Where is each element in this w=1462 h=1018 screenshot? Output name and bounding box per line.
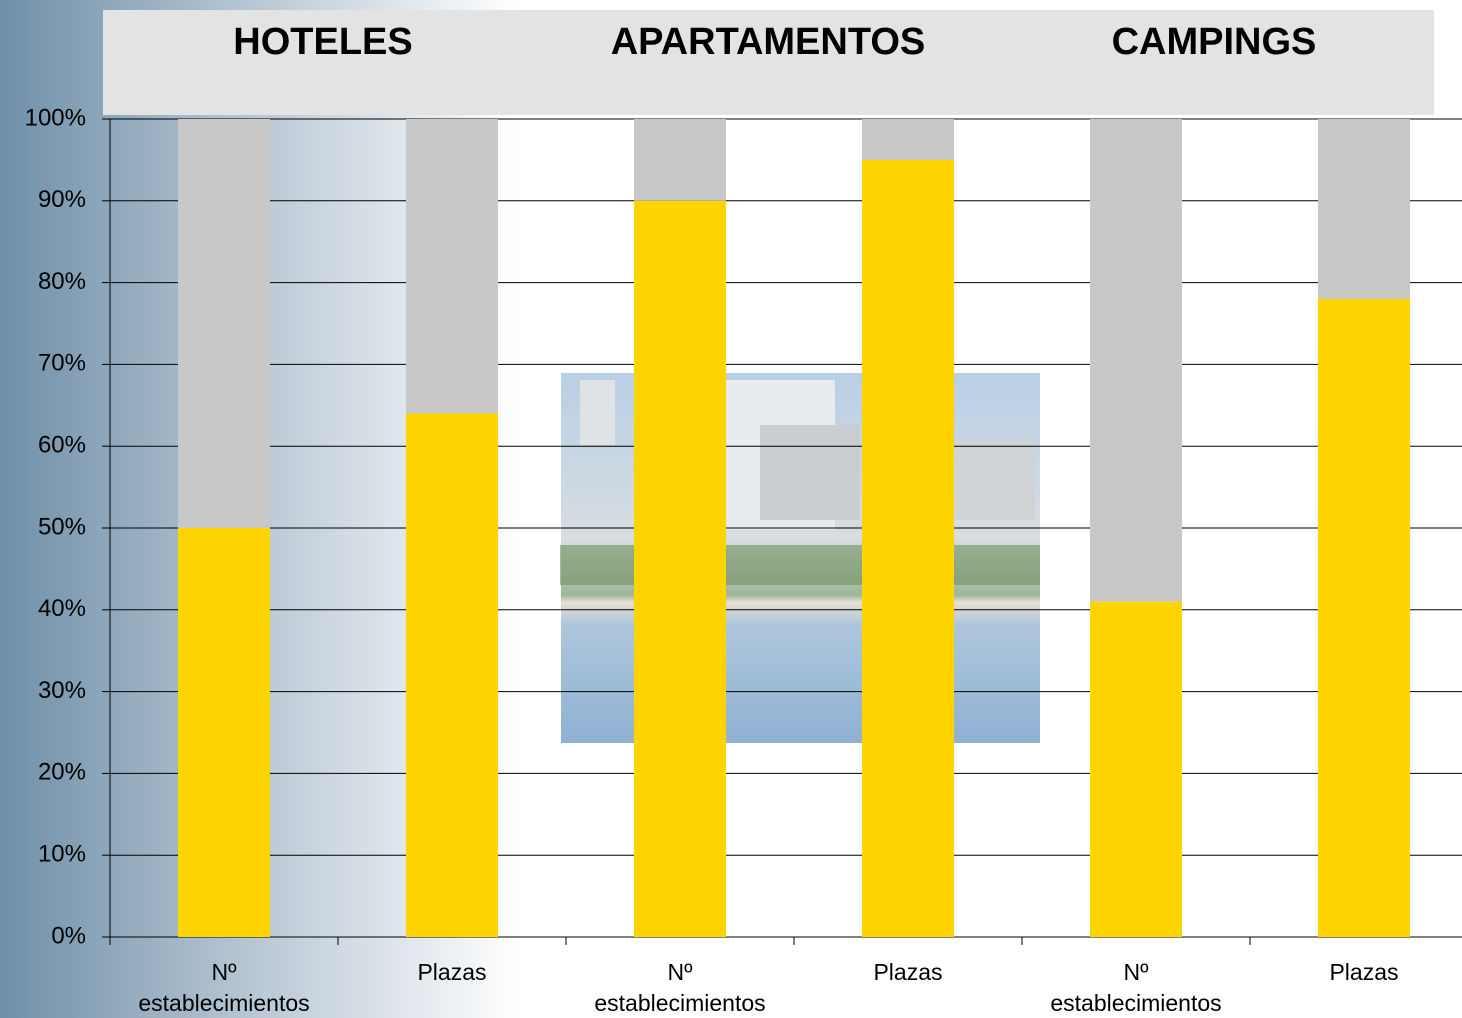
header-box	[103, 10, 1434, 115]
bar-segment	[634, 200, 726, 938]
bar-segment	[178, 528, 270, 937]
x-tick-label: Nº establecimientos	[138, 959, 310, 1016]
bar-segment	[178, 119, 270, 528]
y-tick-label: 80%	[38, 268, 86, 295]
y-tick-label: 60%	[38, 432, 86, 459]
y-tick-label: 100%	[25, 104, 86, 131]
group-title: CAMPINGS	[1112, 21, 1317, 63]
bar-segment	[406, 119, 498, 414]
y-tick-label: 20%	[38, 759, 86, 786]
x-tick-label: Nº establecimientos	[1050, 959, 1222, 1016]
bar-segment	[1090, 119, 1182, 602]
bar-segment	[862, 159, 954, 937]
x-tick-label: Plazas	[1329, 959, 1399, 985]
x-tick-label: Plazas	[873, 959, 943, 985]
y-tick-label: 70%	[38, 350, 86, 377]
y-tick-label: 10%	[38, 841, 86, 868]
bar-segment	[1090, 601, 1182, 937]
bar-segment	[862, 119, 954, 160]
group-title: HOTELES	[233, 21, 412, 63]
bar-segment	[1318, 298, 1410, 938]
bar-segment	[406, 413, 498, 938]
photo	[560, 373, 1040, 743]
y-tick-label: 40%	[38, 595, 86, 622]
y-tick-label: 30%	[38, 677, 86, 704]
y-tick-label: 50%	[38, 513, 86, 540]
group-title: APARTAMENTOS	[611, 21, 926, 63]
y-tick-label: 0%	[51, 922, 86, 949]
x-tick-label: Plazas	[417, 959, 487, 985]
bar-segment	[1318, 119, 1410, 299]
x-tick-label: Nº establecimientos	[594, 959, 766, 1016]
bar-segment	[634, 119, 726, 201]
y-tick-label: 90%	[38, 186, 86, 213]
